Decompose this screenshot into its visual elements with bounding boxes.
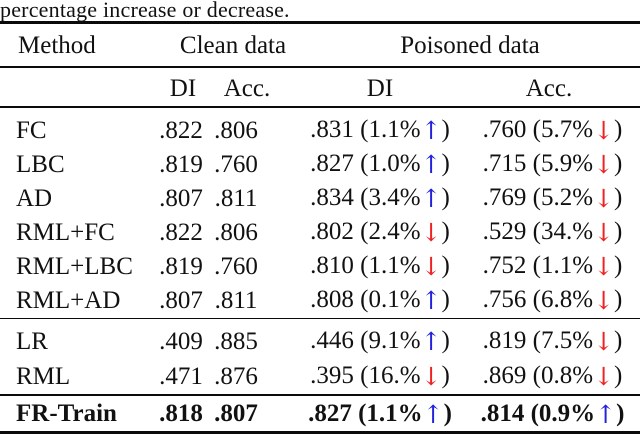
up-arrow-icon: ↑	[422, 399, 444, 429]
clean-di-cell: .819	[159, 150, 203, 178]
clean-di-cell: .822	[159, 218, 203, 246]
down-arrow-icon: ↓	[593, 327, 615, 357]
table-subheader-row: DI Acc. DI Acc.	[0, 68, 640, 107]
down-arrow-icon: ↓	[593, 116, 615, 146]
col-header-method: Method	[18, 31, 96, 59]
poisoned-acc-cell: .769 (5.2% ↓)	[482, 184, 623, 214]
subheader-rule	[0, 106, 640, 108]
poisoned-acc-cell: .814 (0.9% ↑)	[480, 399, 625, 429]
poisoned-di-cell: .395 (16.% ↓)	[310, 362, 450, 392]
up-arrow-icon: ↑	[420, 184, 442, 214]
down-arrow-icon: ↓	[593, 252, 615, 282]
method-cell: LR	[16, 327, 48, 355]
method-cell: LBC	[16, 150, 65, 178]
clean-acc-cell: .807	[214, 400, 258, 428]
poisoned-di-cell: .808 (0.1% ↑)	[310, 286, 450, 316]
table-header-row: Method Clean data Poisoned data	[0, 24, 640, 66]
clean-di-cell: .807	[159, 286, 203, 314]
group-header-poisoned-data: Poisoned data	[400, 31, 540, 59]
subheader-clean-di: DI	[169, 75, 197, 103]
poisoned-di-cell: .446 (9.1% ↑)	[310, 327, 450, 357]
subheader-poisoned-di: DI	[366, 75, 394, 103]
poisoned-di-cell: .827 (1.1% ↑)	[308, 399, 452, 429]
poisoned-di-cell: .831 (1.1% ↑)	[310, 116, 450, 146]
clean-di-cell: .822	[159, 116, 203, 144]
poisoned-acc-cell: .760 (5.7% ↓)	[482, 116, 623, 146]
clean-acc-cell: .760	[214, 150, 258, 178]
table-row: FR-Train .818 .807 .827 (1.1% ↑) .814 (0…	[0, 398, 640, 431]
poisoned-acc-cell: .715 (5.9% ↓)	[482, 150, 623, 180]
up-arrow-icon: ↑	[420, 286, 442, 316]
method-cell: RML+LBC	[16, 252, 133, 280]
clean-acc-cell: .806	[214, 116, 258, 144]
table-row: RML .471 .876 .395 (16.% ↓) .869 (0.8% ↓…	[0, 359, 640, 394]
clean-acc-cell: .811	[214, 184, 258, 212]
down-arrow-icon: ↓	[593, 184, 615, 214]
poisoned-acc-cell: .529 (34.% ↓)	[482, 218, 623, 248]
subheader-poisoned-acc: Acc.	[525, 75, 573, 103]
up-arrow-icon: ↑	[420, 327, 442, 357]
clean-di-cell: .807	[159, 184, 203, 212]
midrule-2	[0, 394, 640, 396]
up-arrow-icon: ↑	[595, 399, 617, 429]
caption-text: percentage increase or decrease.	[0, 0, 290, 22]
top-rule	[0, 21, 640, 24]
down-arrow-icon: ↓	[593, 150, 615, 180]
down-arrow-icon: ↓	[593, 218, 615, 248]
poisoned-acc-cell: .756 (6.8% ↓)	[482, 286, 623, 316]
down-arrow-icon: ↓	[420, 252, 442, 282]
table-group-baselines: FC .822 .806 .831 (1.1% ↑) .760 (5.7% ↓)…	[0, 108, 640, 318]
table-row: LR .409 .885 .446 (9.1% ↑) .819 (7.5% ↓)	[0, 324, 640, 359]
group-header-clean-data: Clean data	[179, 31, 287, 59]
table-group-frtrain: FR-Train .818 .807 .827 (1.1% ↑) .814 (0…	[0, 396, 640, 431]
midrule-1	[0, 317, 640, 320]
clean-acc-cell: .876	[214, 362, 258, 390]
table-row: RML+FC .822 .806 .802 (2.4% ↓) .529 (34.…	[0, 216, 640, 250]
up-arrow-icon: ↑	[420, 116, 442, 146]
method-cell: RML	[16, 362, 71, 390]
clean-acc-cell: .811	[214, 286, 258, 314]
clean-di-cell: .409	[159, 327, 203, 355]
clean-acc-cell: .885	[214, 327, 258, 355]
down-arrow-icon: ↓	[420, 218, 442, 248]
method-cell: AD	[16, 184, 53, 212]
table-row: AD .807 .811 .834 (3.4% ↑) .769 (5.2% ↓)	[0, 182, 640, 216]
up-arrow-icon: ↑	[420, 150, 442, 180]
table-group-lr-rml: LR .409 .885 .446 (9.1% ↑) .819 (7.5% ↓)…	[0, 319, 640, 394]
table-row: FC .822 .806 .831 (1.1% ↑) .760 (5.7% ↓)	[0, 114, 640, 148]
poisoned-di-cell: .810 (1.1% ↓)	[310, 252, 450, 282]
clean-di-cell: .819	[159, 252, 203, 280]
down-arrow-icon: ↓	[593, 362, 615, 392]
method-cell: FC	[16, 116, 47, 144]
clean-acc-cell: .760	[214, 252, 258, 280]
subheader-clean-acc: Acc.	[223, 75, 271, 103]
poisoned-di-cell: .834 (3.4% ↑)	[310, 184, 450, 214]
table-row: RML+LBC .819 .760 .810 (1.1% ↓) .752 (1.…	[0, 250, 640, 284]
poisoned-acc-cell: .819 (7.5% ↓)	[482, 327, 623, 357]
bottom-rule	[0, 430, 640, 434]
clean-di-cell: .818	[159, 400, 203, 428]
poisoned-di-cell: .802 (2.4% ↓)	[310, 218, 450, 248]
clean-acc-cell: .806	[214, 218, 258, 246]
down-arrow-icon: ↓	[420, 362, 442, 392]
table-row: RML+AD .807 .811 .808 (0.1% ↑) .756 (6.8…	[0, 284, 640, 318]
method-cell: FR-Train	[16, 400, 117, 428]
down-arrow-icon: ↓	[593, 286, 615, 316]
method-cell: RML+AD	[16, 286, 121, 314]
clean-di-cell: .471	[159, 362, 203, 390]
poisoned-acc-cell: .752 (1.1% ↓)	[482, 252, 623, 282]
poisoned-di-cell: .827 (1.0% ↑)	[310, 150, 450, 180]
method-cell: RML+FC	[16, 218, 115, 246]
poisoned-acc-cell: .869 (0.8% ↓)	[482, 362, 623, 392]
header-rule	[0, 66, 640, 68]
table-row: LBC .819 .760 .827 (1.0% ↑) .715 (5.9% ↓…	[0, 148, 640, 182]
